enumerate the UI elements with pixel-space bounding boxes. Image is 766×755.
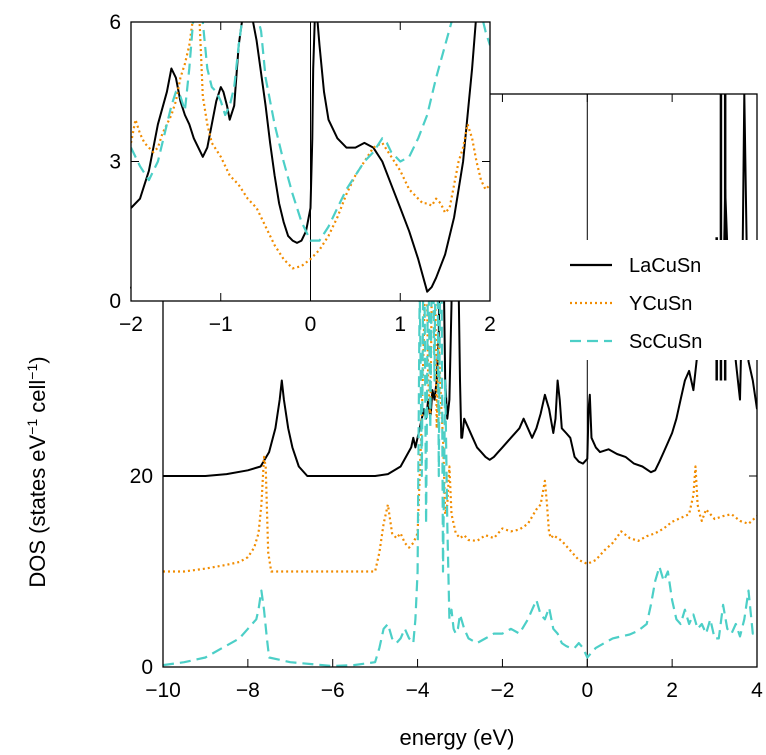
main-x-tick-label: −6 <box>321 679 345 702</box>
inset-y-tick-label: 3 <box>109 151 121 174</box>
inset-x-tick-label: −2 <box>119 313 143 336</box>
legend-label-ycusn: YCuSn <box>629 293 692 315</box>
y-axis-label-sup1: −1 <box>24 419 40 435</box>
main-y-tick-label: 20 <box>130 465 153 488</box>
main-x-tick-label: −4 <box>406 679 430 702</box>
inset-series-ycusn <box>131 22 490 270</box>
main-x-tick-label: 2 <box>666 679 678 702</box>
main-x-tick-label: 0 <box>581 679 593 702</box>
x-axis-label: energy (eV) <box>400 725 515 750</box>
legend: LaCuSn YCuSn ScCuSn <box>563 240 758 360</box>
legend-label-sccusn: ScCuSn <box>629 331 702 353</box>
y-axis-label-mid: cell <box>25 380 50 419</box>
inset-series-sccusn <box>131 22 490 242</box>
main-x-tick-label: 4 <box>751 679 763 702</box>
y-axis-label-sup2: −1 <box>24 364 40 380</box>
inset-x-tick-label: −1 <box>209 313 233 336</box>
inset-y-tick-label: 6 <box>109 11 121 34</box>
inset-panel: −2 −1 0 1 2 0 3 6 <box>109 11 496 336</box>
y-axis-label: DOS (states eV−1 cell−1) <box>24 356 50 587</box>
inset-series-group <box>131 22 490 293</box>
inset-y-tick-label: 0 <box>109 290 121 313</box>
main-x-tick-label: −10 <box>145 679 181 702</box>
y-axis-label-end: ) <box>25 356 50 363</box>
main-x-tick-label: −2 <box>490 679 514 702</box>
inset-x-tick-label: 0 <box>305 313 317 336</box>
inset-x-tick-label: 1 <box>394 313 406 336</box>
main-y-tick-label: 0 <box>141 656 153 679</box>
y-axis-label-main: DOS (states eV <box>25 434 50 587</box>
main-x-tick-label: −8 <box>236 679 260 702</box>
legend-label-lacusn: LaCuSn <box>629 255 701 277</box>
inset-series-lacusn <box>131 22 477 293</box>
inset-x-tick-label: 2 <box>484 313 496 336</box>
main-series-sccusn <box>163 94 757 667</box>
